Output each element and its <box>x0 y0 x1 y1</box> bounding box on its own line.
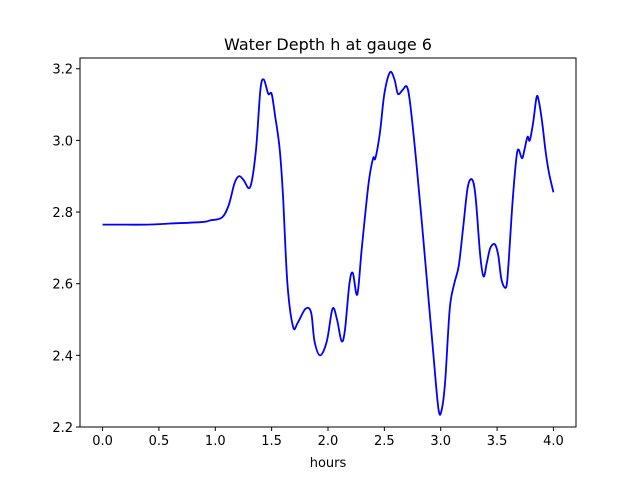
chart-title: Water Depth h at gauge 6 <box>224 35 432 54</box>
x-tick-label: 2.0 <box>318 434 339 449</box>
x-tick-label: 3.0 <box>430 434 451 449</box>
y-axis-ticks: 2.2 2.4 2.6 2.8 3.0 3.2 <box>52 63 80 436</box>
x-tick-label: 0.5 <box>149 434 170 449</box>
x-tick-label: 1.0 <box>205 434 226 449</box>
x-tick-label: 4.0 <box>543 434 564 449</box>
x-tick-label: 1.5 <box>261 434 282 449</box>
x-tick-label: 3.5 <box>487 434 508 449</box>
water-depth-series-line <box>102 70 555 416</box>
y-tick-label: 3.2 <box>52 63 73 78</box>
y-tick-label: 2.8 <box>52 206 73 221</box>
y-tick-label: 2.6 <box>52 278 73 293</box>
x-tick-label: 0.0 <box>92 434 113 449</box>
y-tick-label: 2.4 <box>52 349 73 364</box>
x-tick-label: 2.5 <box>374 434 395 449</box>
y-tick-label: 2.2 <box>52 421 73 436</box>
x-axis-label: hours <box>310 456 347 471</box>
y-tick-label: 3.0 <box>52 134 73 149</box>
x-axis-ticks: 0.0 0.5 1.0 1.5 2.0 2.5 3.0 3.5 4.0 <box>92 427 564 449</box>
plot-frame <box>79 57 577 428</box>
